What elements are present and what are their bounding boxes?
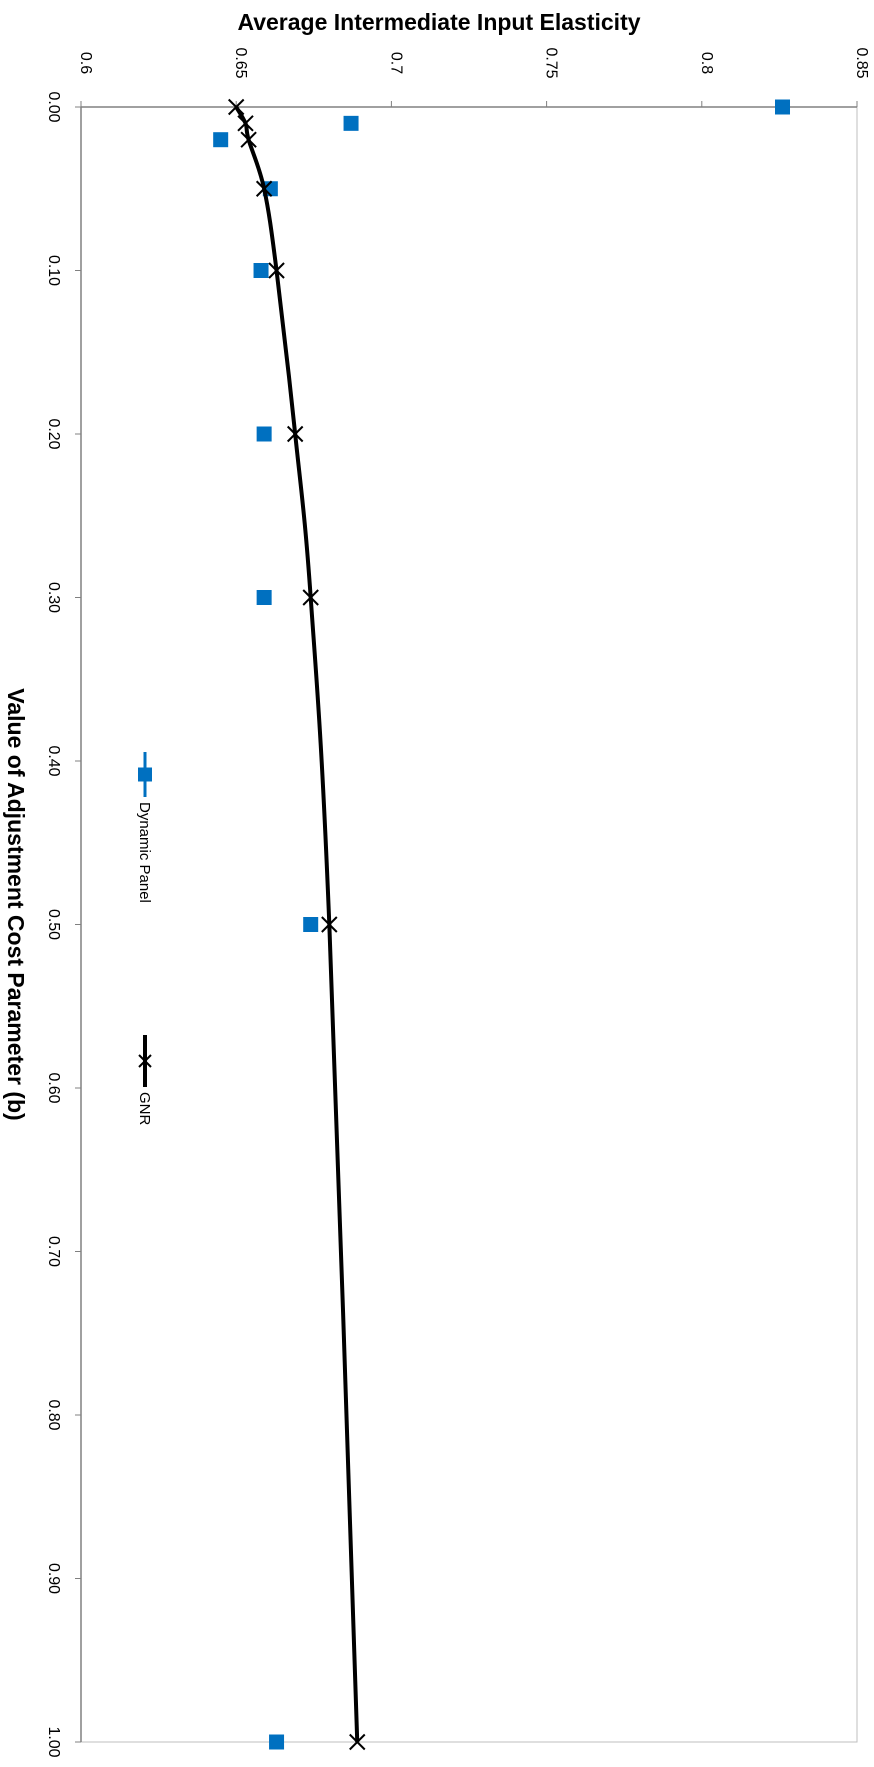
x-axis-title: Value of Adjustment Cost Parameter (b)	[3, 688, 29, 1120]
legend-label: GNR	[136, 1092, 153, 1126]
x-tick-label: 0.40	[45, 745, 62, 776]
dynamic-panel-point	[269, 1734, 285, 1750]
dynamic-panel-point	[303, 917, 319, 932]
gnr-point	[268, 262, 285, 279]
legend-marker	[138, 1054, 152, 1068]
x-tick-label: 0.30	[45, 582, 62, 613]
gnr-point	[302, 589, 319, 606]
x-tick-label: 1.00	[45, 1726, 62, 1757]
gnr-point	[349, 1733, 366, 1751]
x-tick-label: 0.60	[45, 1072, 62, 1103]
y-tick-label: 0.75	[543, 47, 560, 78]
gnr-point	[286, 425, 304, 443]
dynamic-panel-point	[253, 263, 269, 278]
legend-marker	[138, 767, 152, 782]
gnr-point	[240, 131, 257, 148]
gnr-line	[234, 105, 360, 1743]
y-tick-label: 0.85	[853, 47, 870, 78]
gnr-point	[255, 180, 273, 197]
gnr-point	[321, 916, 338, 933]
x-tick-label: 0.90	[45, 1563, 62, 1594]
gnr-point	[227, 98, 245, 116]
legend-item-gnr: GNR	[136, 1035, 153, 1126]
legend-item-dynamic-panel: Dynamic Panel	[136, 752, 153, 903]
x-tick-label: 0.20	[45, 418, 62, 449]
dynamic-panel-point	[343, 115, 359, 131]
dynamic-panel-point	[256, 426, 272, 442]
legend: Dynamic Panel GNR	[136, 752, 153, 1126]
dynamic-panel-point	[775, 99, 791, 115]
gnr-point	[237, 115, 254, 132]
x-tick-label: 0.50	[45, 909, 62, 940]
dynamic-panel-point	[213, 132, 229, 148]
y-tick-label: 0.6	[77, 52, 94, 74]
y-tick-label: 0.8	[698, 52, 715, 74]
dynamic-panel-point	[256, 590, 272, 605]
series-layer	[213, 98, 791, 1751]
y-axis-title: Average Intermediate Input Elasticity	[237, 9, 640, 35]
plot-border	[80, 106, 858, 1743]
axes: 0.6 0.65 0.7 0.75 0.8 0.85 0.00 0.10 0.20 0.30 0.4…	[45, 47, 870, 1757]
y-tick-label: 0.65	[232, 47, 249, 78]
x-tick-label: 0.70	[45, 1236, 62, 1267]
y-tick-label: 0.7	[387, 52, 404, 74]
x-tick-label: 0.10	[45, 255, 62, 286]
x-tick-label: 0.00	[45, 91, 62, 122]
legend-label: Dynamic Panel	[136, 802, 153, 903]
x-tick-label: 0.80	[45, 1399, 62, 1430]
